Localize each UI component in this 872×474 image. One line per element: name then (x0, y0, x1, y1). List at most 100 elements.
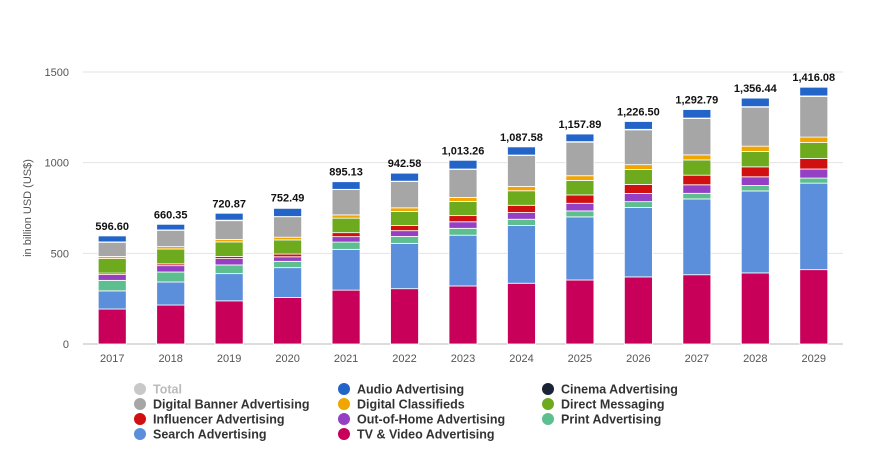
bar-stack-2017[interactable] (98, 236, 126, 344)
bar-segment[interactable] (157, 249, 185, 264)
legend-item[interactable]: Search Advertising (134, 428, 266, 442)
bar-segment[interactable] (391, 173, 419, 181)
bar-segment[interactable] (566, 134, 594, 142)
bar-segment[interactable] (157, 282, 185, 305)
legend-item[interactable]: Cinema Advertising (542, 383, 678, 397)
bar-segment[interactable] (274, 217, 302, 237)
bar-segment[interactable] (566, 211, 594, 217)
bar-segment[interactable] (274, 257, 302, 262)
legend-item[interactable]: Print Advertising (542, 413, 661, 427)
bar-segment[interactable] (800, 137, 828, 142)
bar-segment[interactable] (274, 208, 302, 216)
legend-item[interactable]: Influencer Advertising (134, 413, 285, 427)
bar-segment[interactable] (98, 275, 126, 281)
bar-segment[interactable] (683, 275, 711, 344)
bar-segment[interactable] (741, 146, 769, 151)
legend-item[interactable]: Total (134, 383, 182, 397)
bar-segment[interactable] (683, 160, 711, 175)
bar-stack-2024[interactable] (507, 147, 535, 344)
bar-segment[interactable] (566, 142, 594, 176)
bar-segment[interactable] (215, 265, 243, 274)
bar-segment[interactable] (332, 215, 360, 218)
bar-segment[interactable] (741, 167, 769, 177)
bar-segment[interactable] (391, 231, 419, 237)
bar-segment[interactable] (391, 182, 419, 208)
bar-segment[interactable] (215, 274, 243, 301)
bar-segment[interactable] (98, 291, 126, 309)
bar-segment[interactable] (274, 240, 302, 254)
bar-segment[interactable] (800, 96, 828, 137)
bar-segment[interactable] (741, 98, 769, 107)
bar-segment[interactable] (449, 216, 477, 222)
bar-segment[interactable] (391, 211, 419, 225)
bar-stack-2025[interactable] (566, 134, 594, 344)
bar-segment[interactable] (449, 228, 477, 235)
bar-segment[interactable] (507, 186, 535, 190)
bar-segment[interactable] (566, 180, 594, 195)
bar-segment[interactable] (800, 270, 828, 344)
bar-segment[interactable] (683, 199, 711, 275)
bar-segment[interactable] (683, 110, 711, 119)
bar-segment[interactable] (449, 160, 477, 169)
legend-item[interactable]: Direct Messaging (542, 398, 665, 412)
bar-segment[interactable] (624, 122, 652, 130)
bar-segment[interactable] (157, 230, 185, 246)
legend-item[interactable]: Digital Classifieds (338, 398, 465, 412)
bar-segment[interactable] (157, 272, 185, 282)
bar-segment[interactable] (391, 289, 419, 344)
bar-segment[interactable] (741, 186, 769, 191)
bar-segment[interactable] (449, 286, 477, 344)
bar-segment[interactable] (332, 190, 360, 215)
bar-segment[interactable] (274, 261, 302, 267)
bar-segment[interactable] (741, 191, 769, 273)
bar-segment[interactable] (215, 259, 243, 265)
bar-segment[interactable] (566, 217, 594, 280)
bar-segment[interactable] (157, 224, 185, 230)
bar-segment[interactable] (274, 268, 302, 298)
bar-stack-2018[interactable] (157, 224, 185, 344)
bar-stack-2019[interactable] (215, 213, 243, 344)
bar-segment[interactable] (215, 301, 243, 344)
bar-segment[interactable] (332, 290, 360, 344)
bar-segment[interactable] (98, 242, 126, 256)
bar-segment[interactable] (449, 222, 477, 229)
bar-segment[interactable] (391, 226, 419, 231)
bar-segment[interactable] (624, 130, 652, 165)
bar-segment[interactable] (741, 151, 769, 166)
bar-segment[interactable] (507, 191, 535, 206)
bar-segment[interactable] (391, 243, 419, 288)
bar-segment[interactable] (566, 176, 594, 181)
bar-segment[interactable] (449, 169, 477, 197)
bar-segment[interactable] (800, 87, 828, 96)
bar-segment[interactable] (274, 298, 302, 344)
bar-segment[interactable] (215, 213, 243, 220)
bar-segment[interactable] (800, 178, 828, 183)
bar-segment[interactable] (624, 207, 652, 276)
bar-segment[interactable] (741, 107, 769, 146)
bar-segment[interactable] (449, 197, 477, 201)
bar-segment[interactable] (624, 277, 652, 344)
bar-segment[interactable] (391, 236, 419, 243)
bar-segment[interactable] (800, 158, 828, 169)
bar-segment[interactable] (274, 237, 302, 240)
bar-stack-2022[interactable] (391, 173, 419, 344)
bar-segment[interactable] (332, 237, 360, 242)
bar-segment[interactable] (332, 233, 360, 237)
bar-segment[interactable] (391, 208, 419, 212)
bar-stack-2027[interactable] (683, 110, 711, 344)
bar-segment[interactable] (507, 226, 535, 284)
bar-segment[interactable] (566, 195, 594, 203)
bar-stack-2021[interactable] (332, 182, 360, 344)
bar-segment[interactable] (624, 184, 652, 193)
bar-segment[interactable] (683, 155, 711, 160)
bar-segment[interactable] (157, 305, 185, 344)
bar-segment[interactable] (332, 182, 360, 190)
bar-segment[interactable] (507, 283, 535, 344)
bar-segment[interactable] (800, 183, 828, 269)
bar-segment[interactable] (507, 156, 535, 187)
bar-segment[interactable] (332, 218, 360, 233)
legend-item[interactable]: Digital Banner Advertising (134, 398, 310, 412)
legend-item[interactable]: TV & Video Advertising (338, 428, 495, 442)
bar-segment[interactable] (507, 205, 535, 212)
